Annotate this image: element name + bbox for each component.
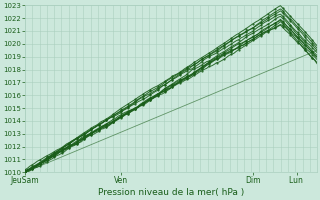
X-axis label: Pression niveau de la mer( hPa ): Pression niveau de la mer( hPa ) (98, 188, 244, 197)
